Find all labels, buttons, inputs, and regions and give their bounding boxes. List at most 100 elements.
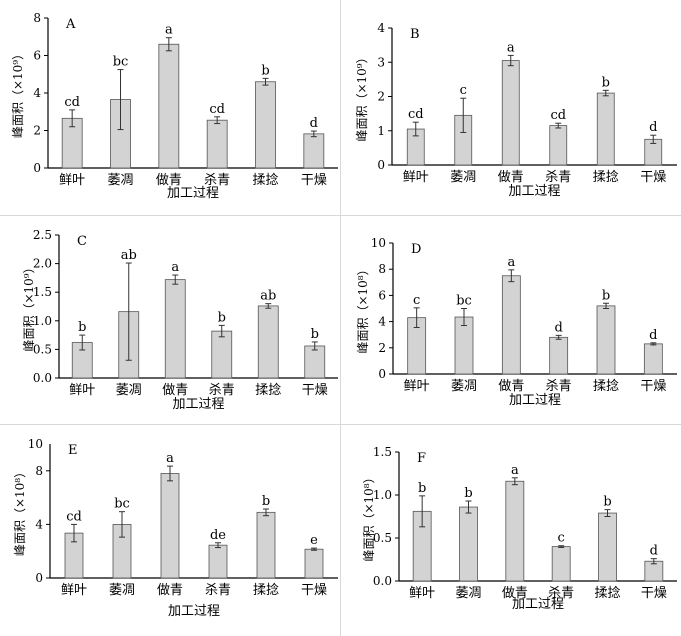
y-tick-label: 2.0 (33, 257, 52, 271)
category-label: 做青 (162, 383, 188, 398)
significance-label: b (602, 288, 610, 303)
y-tick-label: 1 (377, 124, 385, 138)
panel-f: 0.0 0.5 1.0 1.5 b 鲜叶 b 萎凋 a 做青 c 杀青 b 揉捻 d 干燥 F 加工过程 峰面积（×… (341, 425, 681, 636)
significance-label: a (507, 40, 515, 55)
significance-label: bc (456, 294, 472, 309)
category-label: 杀青 (546, 379, 572, 394)
bar (551, 546, 571, 582)
significance-label: d (310, 116, 318, 131)
category-label: 揉捻 (594, 586, 620, 601)
bar (211, 330, 233, 379)
panel-e: 0 4 8 10 cd 鲜叶 bc 萎凋 a 做青 de 杀青 b 揉捻 e 干燥 E 加工过程 峰面积（×10⁸） (0, 425, 340, 636)
y-tick-label: 10 (371, 236, 386, 250)
bar (303, 133, 325, 169)
y-tick-label: 4 (377, 21, 385, 35)
y-tick-label: 8 (378, 262, 386, 276)
y-tick-label: 3 (377, 55, 385, 69)
category-label: 做青 (502, 586, 528, 601)
significance-label: a (507, 255, 515, 270)
chart-d: 0 2 4 6 8 10 c 鲜叶 bc 萎凋 a 做青 d 杀青 b 揉捻 d 干燥 D 加工过程 峰面积（×10⁸） (356, 236, 677, 408)
panel-d: 0 2 4 6 8 10 c 鲜叶 bc 萎凋 a 做青 d 杀青 b 揉捻 d 干燥 D 加工过程 峰面积（×10⁸） (341, 216, 681, 424)
row-divider-2 (0, 424, 681, 425)
bar (164, 279, 186, 379)
category-label: 干燥 (641, 586, 667, 601)
significance-label: bc (113, 55, 129, 70)
panel-a: 0 2 4 6 8 cd 鲜叶 bc 萎凋 a 做青 cd 杀青 b 揉捻 d 干燥 A 加工过程 峰面积（×10⁹） (0, 0, 340, 215)
bar (596, 92, 615, 166)
bar (549, 336, 569, 375)
chart-a: 0 2 4 6 8 cd 鲜叶 bc 萎凋 a 做青 cd 杀青 b 揉捻 d 干燥 A 加工过程 峰面积（×10⁹） (11, 11, 338, 201)
category-label: 干燥 (640, 379, 666, 394)
category-label: 鲜叶 (69, 383, 95, 398)
category-label: 杀青 (204, 173, 230, 188)
category-label: 揉捻 (252, 173, 278, 188)
category-label: 揉捻 (253, 583, 279, 598)
bar (160, 473, 180, 579)
category-label: 萎凋 (116, 383, 142, 398)
y-tick-label: 4 (35, 517, 43, 531)
significance-label: cd (209, 102, 225, 117)
category-label: 做青 (156, 173, 182, 188)
y-tick-label: 0.5 (373, 531, 392, 545)
significance-label: cd (408, 107, 424, 122)
category-label: 干燥 (640, 170, 666, 185)
significance-label: cd (66, 509, 82, 524)
y-tick-label: 8 (35, 464, 43, 478)
bar (459, 506, 478, 582)
category-label: 鲜叶 (59, 173, 85, 188)
x-axis-label: 加工过程 (512, 597, 564, 612)
category-label: 鲜叶 (404, 379, 430, 394)
y-axis-label: 峰面积（×10⁸） (362, 471, 376, 561)
category-label: 揉捻 (593, 170, 619, 185)
y-axis-label: 峰面积（×10⁹） (22, 261, 36, 351)
category-label: 杀青 (548, 586, 574, 601)
column-divider (340, 0, 341, 636)
significance-label: b (311, 327, 319, 342)
y-tick-label: 1.5 (373, 445, 392, 459)
significance-label: d (650, 544, 658, 559)
category-label: 做青 (498, 170, 524, 185)
category-label: 萎凋 (451, 379, 477, 394)
significance-label: ab (260, 289, 276, 304)
category-label: 做青 (498, 379, 524, 394)
y-tick-label: 0.0 (33, 371, 52, 385)
y-tick-label: 0 (378, 367, 386, 381)
x-axis-label: 加工过程 (167, 186, 219, 201)
category-label: 做青 (157, 583, 183, 598)
category-label: 萎凋 (450, 170, 476, 185)
significance-label: d (649, 328, 657, 343)
y-axis-label: 峰面积（×10⁹） (11, 48, 25, 138)
chart-b: 0 1 2 3 4 cd 鲜叶 c 萎凋 a 做青 cd 杀青 b 揉捻 d 干燥 B 加工过程 峰面积（×10⁹） (355, 21, 677, 199)
chart-c: 0.0 0.5 1.0 1.5 2.0 2.5 b 鲜叶 ab 萎凋 a 做青 b 杀青 ab 揉捻 b 干燥 C 加… (22, 228, 338, 412)
significance-label: c (413, 293, 420, 308)
category-label: 萎凋 (455, 586, 481, 601)
significance-label: cd (550, 108, 566, 123)
panel-label: E (68, 443, 78, 458)
y-tick-label: 10 (28, 437, 43, 451)
y-tick-label: 0 (377, 158, 385, 172)
y-axis-label: 峰面积（×10⁸） (13, 466, 27, 556)
y-tick-label: 4 (378, 315, 386, 329)
y-tick-label: 6 (378, 288, 386, 302)
significance-label: b (603, 495, 611, 510)
y-tick-label: 1.0 (33, 314, 52, 328)
bar (549, 125, 568, 166)
panel-b: 0 1 2 3 4 cd 鲜叶 c 萎凋 a 做青 cd 杀青 b 揉捻 d 干燥 B 加工过程 峰面积（×10⁹） (341, 0, 681, 215)
y-axis-label: 峰面积（×10⁹） (355, 51, 369, 141)
bar (304, 548, 324, 579)
category-label: 杀青 (205, 583, 231, 598)
significance-label: a (165, 23, 173, 38)
y-tick-label: 2 (377, 90, 385, 104)
row-divider-1 (0, 215, 681, 216)
y-tick-label: 1.0 (373, 488, 392, 502)
significance-label: b (418, 481, 426, 496)
y-tick-label: 6 (33, 49, 41, 63)
significance-label: c (460, 83, 467, 98)
significance-label: a (166, 451, 174, 466)
panel-label: A (65, 17, 76, 32)
bar (643, 343, 663, 375)
bar (304, 345, 326, 379)
significance-label: c (558, 531, 565, 546)
bar (256, 511, 276, 579)
x-axis-label: 加工过程 (508, 184, 560, 199)
